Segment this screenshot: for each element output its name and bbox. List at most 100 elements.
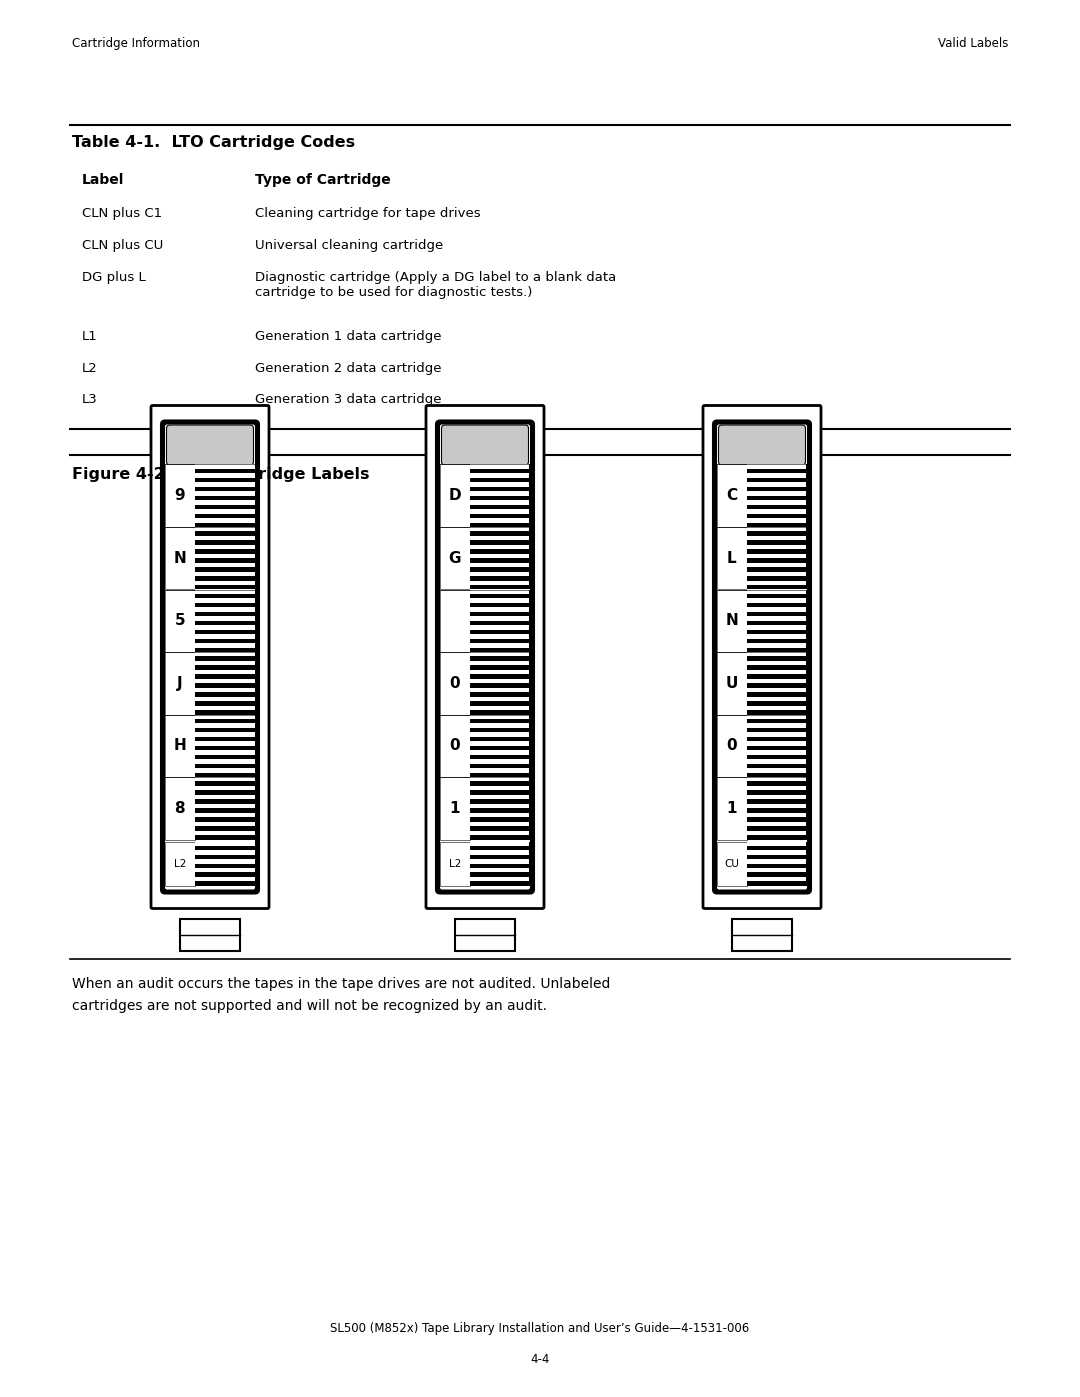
Bar bbox=[470, 509, 529, 514]
Text: L3: L3 bbox=[82, 393, 98, 407]
Text: 1: 1 bbox=[449, 800, 460, 816]
Bar bbox=[195, 714, 255, 719]
Bar bbox=[470, 750, 529, 754]
Text: CLN plus CU: CLN plus CU bbox=[82, 239, 163, 251]
Bar bbox=[470, 831, 529, 835]
Bar bbox=[470, 714, 530, 777]
Bar bbox=[747, 643, 807, 648]
Text: Cartridge Information: Cartridge Information bbox=[72, 36, 200, 50]
Bar bbox=[747, 518, 807, 522]
Bar bbox=[165, 777, 194, 840]
Bar bbox=[195, 553, 255, 559]
Text: N: N bbox=[174, 550, 186, 566]
Bar bbox=[470, 768, 529, 773]
Bar bbox=[470, 598, 529, 604]
Bar bbox=[747, 687, 807, 692]
Bar bbox=[470, 759, 529, 764]
Text: U: U bbox=[726, 676, 738, 690]
FancyBboxPatch shape bbox=[166, 425, 254, 465]
Bar bbox=[470, 705, 529, 710]
Bar bbox=[195, 518, 255, 522]
Bar bbox=[470, 859, 529, 863]
Bar bbox=[195, 803, 255, 809]
Bar bbox=[470, 724, 529, 728]
Bar bbox=[747, 821, 807, 826]
Bar bbox=[747, 598, 807, 604]
Bar bbox=[165, 652, 194, 714]
FancyBboxPatch shape bbox=[713, 420, 811, 894]
Bar bbox=[470, 545, 529, 549]
Text: L: L bbox=[727, 550, 737, 566]
Bar bbox=[470, 581, 529, 585]
Bar bbox=[194, 652, 255, 714]
Text: H: H bbox=[174, 738, 186, 753]
Bar bbox=[747, 697, 807, 701]
Bar bbox=[195, 868, 255, 872]
Bar bbox=[440, 841, 470, 886]
Bar bbox=[470, 482, 529, 486]
Text: 9: 9 bbox=[175, 488, 185, 503]
Bar bbox=[746, 777, 807, 840]
FancyBboxPatch shape bbox=[703, 405, 821, 908]
Text: 5: 5 bbox=[175, 613, 185, 629]
Text: Table 4-1.  LTO Cartridge Codes: Table 4-1. LTO Cartridge Codes bbox=[72, 136, 355, 149]
Bar bbox=[747, 669, 807, 675]
Bar bbox=[194, 590, 255, 652]
Text: 0: 0 bbox=[449, 738, 460, 753]
Bar bbox=[194, 777, 255, 840]
FancyBboxPatch shape bbox=[442, 425, 528, 465]
Bar bbox=[470, 643, 529, 648]
Bar bbox=[747, 492, 807, 496]
Bar bbox=[195, 590, 255, 594]
Text: D: D bbox=[448, 488, 461, 503]
Bar bbox=[470, 571, 529, 576]
Bar bbox=[717, 714, 746, 777]
Text: SL500 (M852x) Tape Library Installation and User’s Guide—4-1531-006: SL500 (M852x) Tape Library Installation … bbox=[330, 1322, 750, 1336]
Bar bbox=[747, 724, 807, 728]
Bar bbox=[470, 563, 529, 567]
Text: Figure 4-2.  LTO Cartridge Labels: Figure 4-2. LTO Cartridge Labels bbox=[72, 467, 369, 482]
Bar bbox=[746, 527, 807, 590]
Bar bbox=[195, 571, 255, 576]
Bar bbox=[195, 669, 255, 675]
Bar bbox=[470, 652, 529, 657]
Bar bbox=[165, 464, 194, 527]
Text: G: G bbox=[448, 550, 461, 566]
Text: L2: L2 bbox=[174, 859, 186, 869]
Bar bbox=[747, 859, 807, 863]
Bar bbox=[195, 724, 255, 728]
Bar bbox=[195, 652, 255, 657]
FancyBboxPatch shape bbox=[717, 425, 807, 890]
Bar bbox=[165, 714, 194, 777]
Bar bbox=[747, 851, 807, 855]
Text: C: C bbox=[726, 488, 738, 503]
Bar bbox=[717, 777, 746, 840]
Bar bbox=[440, 777, 470, 840]
Text: DG plus L: DG plus L bbox=[82, 271, 146, 284]
Bar bbox=[195, 841, 255, 847]
FancyBboxPatch shape bbox=[436, 420, 534, 894]
Bar bbox=[470, 464, 529, 469]
Bar bbox=[470, 697, 529, 701]
Bar bbox=[470, 652, 530, 714]
Bar bbox=[717, 527, 746, 590]
Bar bbox=[195, 859, 255, 863]
Bar bbox=[747, 795, 807, 799]
Bar bbox=[165, 527, 194, 590]
Bar bbox=[195, 464, 255, 469]
Text: Diagnostic cartridge (Apply a DG label to a blank data
cartridge to be used for : Diagnostic cartridge (Apply a DG label t… bbox=[255, 271, 617, 299]
Bar bbox=[747, 500, 807, 504]
Bar bbox=[470, 661, 529, 665]
Text: N: N bbox=[726, 613, 739, 629]
Bar bbox=[195, 474, 255, 478]
Text: Type of Cartridge: Type of Cartridge bbox=[255, 173, 391, 187]
Bar bbox=[470, 669, 529, 675]
Bar bbox=[747, 868, 807, 872]
Bar bbox=[747, 787, 807, 791]
Bar bbox=[747, 813, 807, 817]
Bar bbox=[747, 803, 807, 809]
Bar bbox=[440, 527, 470, 590]
Bar bbox=[195, 679, 255, 683]
Text: 1: 1 bbox=[727, 800, 737, 816]
Bar bbox=[470, 590, 529, 594]
